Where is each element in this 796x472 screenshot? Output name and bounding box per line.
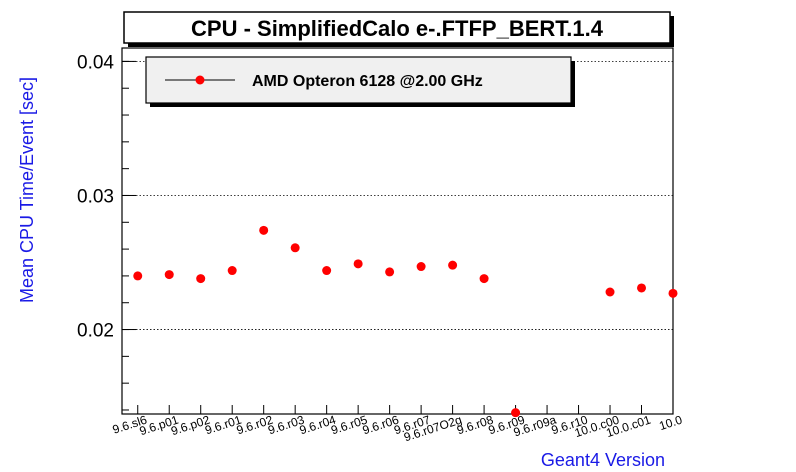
- plot-frame: [121, 47, 674, 415]
- data-point: [353, 259, 363, 269]
- legend-marker: [195, 75, 205, 85]
- data-point: [259, 225, 269, 235]
- data-point: [227, 266, 237, 276]
- data-point: [668, 288, 678, 298]
- data-point: [479, 274, 489, 284]
- data-point: [290, 243, 300, 253]
- y-axis: 0.02 0.03 0.04: [77, 52, 136, 411]
- data-point: [133, 271, 143, 281]
- x-axis-label: Geant4 Version: [541, 450, 665, 470]
- y-axis-label: Mean CPU Time/Event [sec]: [17, 77, 37, 303]
- y-tick-label: 0.02: [77, 321, 114, 342]
- data-point: [164, 270, 174, 280]
- data-point: [385, 267, 395, 277]
- data-point: [605, 287, 615, 297]
- x-tick-label: 10.0: [657, 412, 684, 433]
- chart-title: CPU - SimplifiedCalo e-.FTFP_BERT.1.4: [191, 16, 604, 41]
- title-group: CPU - SimplifiedCalo e-.FTFP_BERT.1.4: [123, 11, 674, 47]
- data-point: [448, 260, 458, 270]
- title-box: [123, 11, 671, 44]
- data-point: [511, 408, 521, 418]
- data-point: [322, 266, 332, 276]
- data-series: [133, 225, 678, 418]
- legend-label: AMD Opteron 6128 @2.00 GHz: [252, 73, 483, 90]
- data-point: [637, 283, 647, 293]
- data-point: [196, 274, 206, 284]
- y-tick-label: 0.03: [77, 186, 114, 207]
- y-tick-label: 0.04: [77, 52, 114, 73]
- data-point: [416, 262, 426, 272]
- legend: AMD Opteron 6128 @2.00 GHz: [145, 56, 575, 107]
